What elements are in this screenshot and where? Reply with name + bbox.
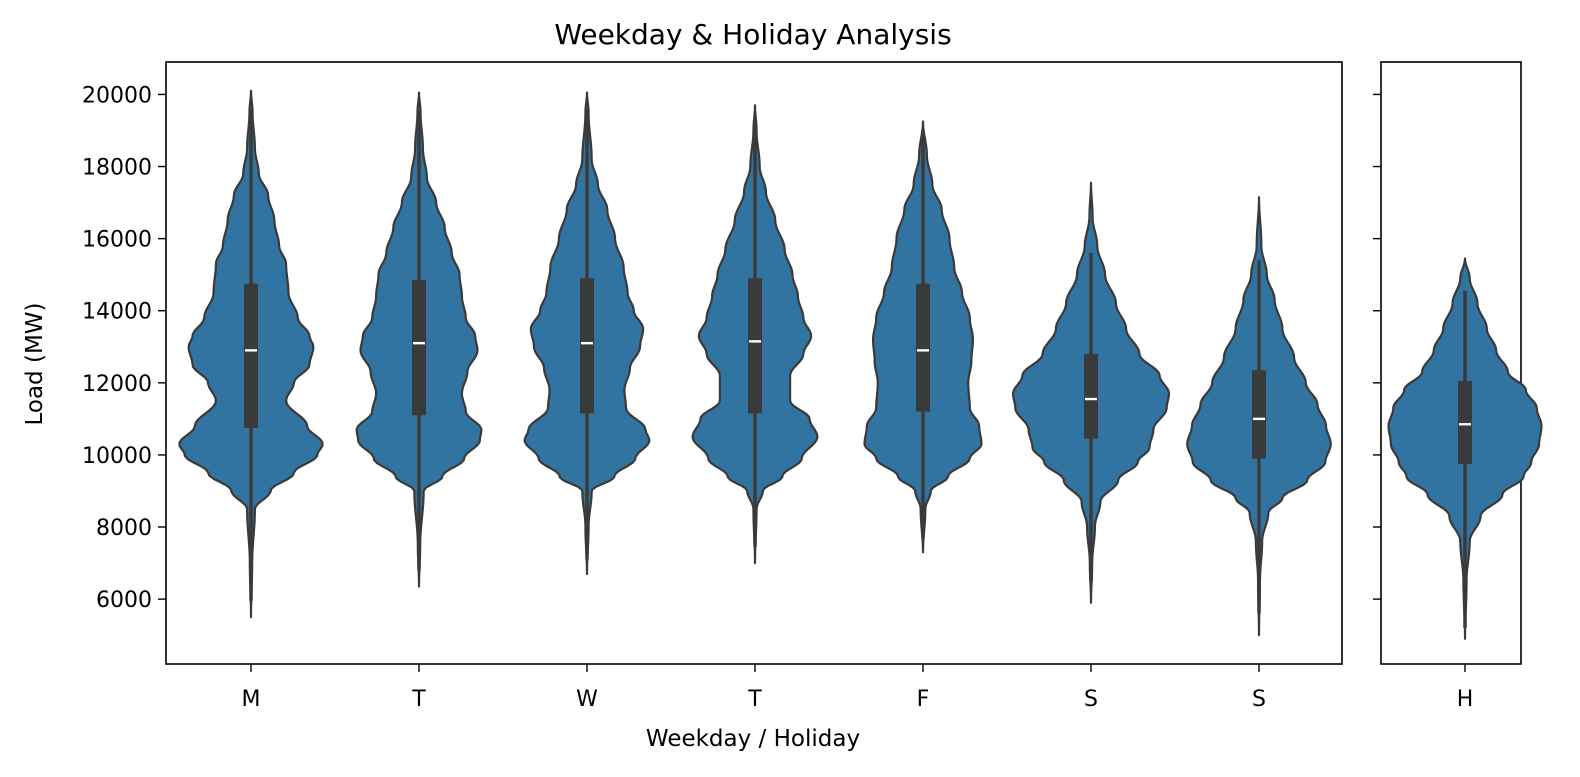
chart-title: Weekday & Holiday Analysis xyxy=(554,18,951,51)
x-tick-label: S xyxy=(1252,687,1266,712)
violin-iqr-box xyxy=(916,283,930,412)
y-tick-label: 6000 xyxy=(96,588,152,613)
y-tick-label: 16000 xyxy=(82,228,152,253)
y-tick-label: 18000 xyxy=(82,156,152,181)
violin-iqr-box xyxy=(244,283,258,428)
y-tick-label: 10000 xyxy=(82,444,152,469)
panel-1: 6000 8000 10000 12000 14000 16000 18000 20000 M T… xyxy=(82,61,1343,712)
x-axis-label: Weekday / Holiday xyxy=(646,726,860,752)
y-axis-label: Load (MW) xyxy=(22,302,48,425)
panel-2: H xyxy=(1373,61,1543,712)
violin-m-1 xyxy=(178,89,324,619)
violin-s-6 xyxy=(1011,181,1171,604)
violin-iqr-box xyxy=(580,278,594,414)
panel-frame xyxy=(1380,61,1522,665)
violin-iqr-box xyxy=(748,278,762,414)
violin-t-4 xyxy=(691,104,819,565)
x-tick-label: S xyxy=(1084,687,1098,712)
x-tick-label: T xyxy=(747,687,762,712)
y-tick-label: 20000 xyxy=(82,83,152,108)
violin-f-5 xyxy=(863,120,983,554)
plot-area: 6000 8000 10000 12000 14000 16000 18000 20000 M T… xyxy=(82,61,1543,712)
violin-iqr-box xyxy=(1084,353,1098,439)
y-tick-label: 14000 xyxy=(82,300,152,325)
panel-frame xyxy=(165,61,1343,665)
violin-t-2 xyxy=(355,91,483,588)
x-tick-label: F xyxy=(917,687,930,712)
violin-iqr-box xyxy=(1252,370,1266,459)
x-tick-label: T xyxy=(411,687,426,712)
violin-w-3 xyxy=(523,91,651,575)
y-tick-label: 8000 xyxy=(96,516,152,541)
x-tick-label: H xyxy=(1457,687,1474,712)
violin-s-7 xyxy=(1186,196,1332,637)
violin-iqr-box xyxy=(1458,381,1472,464)
violin-h-h xyxy=(1387,257,1543,640)
x-tick-label: W xyxy=(576,687,598,712)
violin-iqr-box xyxy=(412,280,426,416)
y-tick-label: 12000 xyxy=(82,372,152,397)
x-tick-label: M xyxy=(242,687,261,712)
